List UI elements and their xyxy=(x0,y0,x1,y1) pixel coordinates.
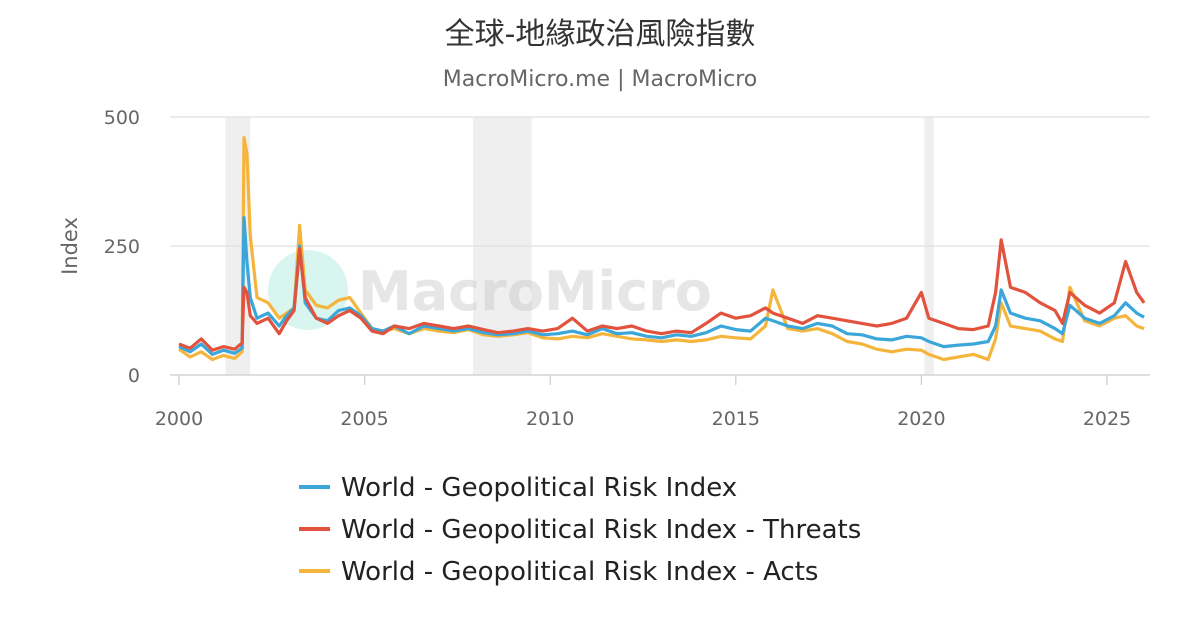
grid-lines xyxy=(170,116,1150,376)
x-tick-label: 2025 xyxy=(1083,408,1131,430)
legend-label: World - Geopolitical Risk Index xyxy=(341,473,737,503)
legend-item-0[interactable]: World - Geopolitical Risk Index xyxy=(299,473,737,503)
chart-title: 全球-地緣政治風險指數 xyxy=(445,17,756,52)
x-tick-label: 2010 xyxy=(526,408,574,430)
y-tick-label: 500 xyxy=(104,107,140,129)
x-tick-label: 2015 xyxy=(712,408,760,430)
legend-label: World - Geopolitical Risk Index - Acts xyxy=(341,557,818,587)
watermark-logo-icon xyxy=(268,250,348,330)
series-line-0 xyxy=(178,216,1145,356)
legend-label: World - Geopolitical Risk Index - Threat… xyxy=(341,515,861,545)
y-tick-label: 250 xyxy=(104,236,140,258)
x-axis-ticks: 2000 2005 2010 2015 2020 2025 xyxy=(155,375,1131,430)
watermark-logo: MacroMicro xyxy=(268,250,712,330)
watermark-text: MacroMicro xyxy=(358,260,712,323)
series-line-1 xyxy=(178,238,1146,352)
y-tick-label: 0 xyxy=(128,365,140,387)
series-lines xyxy=(178,136,1146,362)
legend-item-1[interactable]: World - Geopolitical Risk Index - Threat… xyxy=(299,515,861,545)
y-axis-ticks: 0 250 500 xyxy=(104,107,140,387)
x-tick-label: 2020 xyxy=(897,408,945,430)
chart-subtitle: MacroMicro.me | MacroMicro xyxy=(443,67,758,92)
legend[interactable]: World - Geopolitical Risk Index World - G… xyxy=(299,473,861,587)
x-tick-label: 2000 xyxy=(155,408,203,430)
y-axis-label: Index xyxy=(58,217,82,275)
legend-item-2[interactable]: World - Geopolitical Risk Index - Acts xyxy=(299,557,818,587)
x-tick-label: 2005 xyxy=(340,408,388,430)
